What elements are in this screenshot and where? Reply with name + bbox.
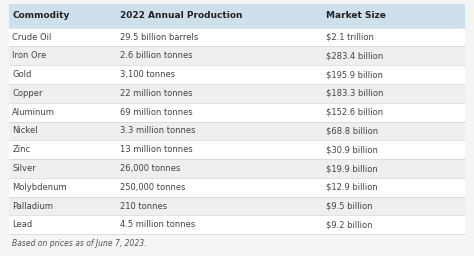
Text: 3,100 tonnes: 3,100 tonnes <box>120 70 175 79</box>
Text: Lead: Lead <box>12 220 33 229</box>
Text: Silver: Silver <box>12 164 36 173</box>
Text: Palladium: Palladium <box>12 201 53 211</box>
Bar <box>9 28 465 46</box>
Text: 26,000 tonnes: 26,000 tonnes <box>120 164 180 173</box>
Text: 13 million tonnes: 13 million tonnes <box>120 145 192 154</box>
Bar <box>9 159 465 178</box>
Text: Iron Ore: Iron Ore <box>12 51 46 60</box>
Text: Crude Oil: Crude Oil <box>12 33 52 41</box>
Text: Molybdenum: Molybdenum <box>12 183 67 192</box>
Bar <box>9 84 465 103</box>
Bar <box>9 216 465 234</box>
Text: $9.5 billion: $9.5 billion <box>326 201 373 211</box>
Text: 250,000 tonnes: 250,000 tonnes <box>120 183 185 192</box>
Text: Gold: Gold <box>12 70 32 79</box>
Text: $19.9 billion: $19.9 billion <box>326 164 378 173</box>
Bar <box>9 46 465 65</box>
Text: Aluminum: Aluminum <box>12 108 55 117</box>
Bar <box>9 65 465 84</box>
Text: 2022 Annual Production: 2022 Annual Production <box>120 11 242 20</box>
Text: Based on prices as of June 7, 2023.: Based on prices as of June 7, 2023. <box>12 239 147 248</box>
Text: Zinc: Zinc <box>12 145 30 154</box>
Bar <box>9 103 465 122</box>
Text: 4.5 million tonnes: 4.5 million tonnes <box>120 220 195 229</box>
Text: 3.3 million tonnes: 3.3 million tonnes <box>120 126 195 135</box>
Text: $152.6 billion: $152.6 billion <box>326 108 383 117</box>
Bar <box>9 122 465 140</box>
Text: Copper: Copper <box>12 89 43 98</box>
Bar <box>9 178 465 197</box>
Text: $183.3 billion: $183.3 billion <box>326 89 383 98</box>
Text: $283.4 billion: $283.4 billion <box>326 51 383 60</box>
Text: $9.2 billion: $9.2 billion <box>326 220 373 229</box>
Text: 29.5 billion barrels: 29.5 billion barrels <box>120 33 198 41</box>
Text: Market Size: Market Size <box>326 11 386 20</box>
Text: $195.9 billion: $195.9 billion <box>326 70 383 79</box>
Bar <box>9 197 465 216</box>
Text: 22 million tonnes: 22 million tonnes <box>120 89 192 98</box>
Text: 210 tonnes: 210 tonnes <box>120 201 167 211</box>
Text: $2.1 trillion: $2.1 trillion <box>326 33 374 41</box>
Text: $12.9 billion: $12.9 billion <box>326 183 378 192</box>
Text: Nickel: Nickel <box>12 126 38 135</box>
Bar <box>9 140 465 159</box>
Bar <box>9 4 465 28</box>
Text: 2.6 billion tonnes: 2.6 billion tonnes <box>120 51 192 60</box>
Text: $68.8 billion: $68.8 billion <box>326 126 378 135</box>
Text: $30.9 billion: $30.9 billion <box>326 145 378 154</box>
Text: Commodity: Commodity <box>12 11 70 20</box>
Text: 69 million tonnes: 69 million tonnes <box>120 108 192 117</box>
